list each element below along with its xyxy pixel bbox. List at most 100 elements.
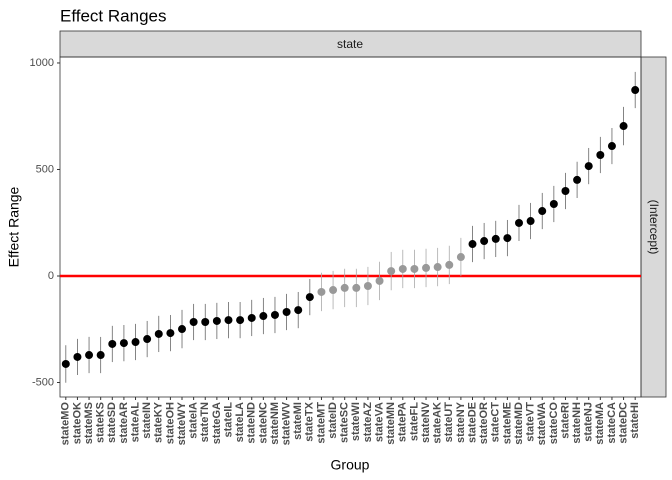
x-tick-label: stateCA [606, 402, 618, 444]
x-tick-label: stateCO [548, 402, 560, 445]
x-tick-label: stateNM [269, 402, 281, 445]
facet-strip-top [59, 30, 642, 58]
point [294, 306, 303, 315]
point [607, 142, 616, 151]
point [201, 318, 210, 327]
x-axis-title: Group [331, 457, 370, 473]
point [224, 316, 233, 325]
y-tick-label: -500 [32, 376, 54, 388]
point [619, 122, 628, 131]
panel-border [59, 56, 642, 398]
x-tick-label: stateKY [153, 401, 165, 443]
x-tick-label: stateWV [280, 401, 292, 445]
x-tick-label: stateNY [455, 401, 467, 443]
point [573, 175, 582, 184]
point [108, 339, 117, 348]
facet-strip-right [640, 56, 667, 398]
x-tick-label: stateAR [118, 402, 130, 444]
point [340, 283, 349, 292]
point [387, 267, 396, 276]
point [96, 351, 105, 360]
x-tick-label: stateMT [315, 402, 327, 444]
point [154, 329, 163, 338]
x-tick-label: stateMO [60, 402, 72, 446]
point [596, 150, 605, 159]
x-tick-label: stateIA [188, 402, 200, 439]
point [549, 199, 558, 208]
point [119, 339, 128, 348]
point [270, 310, 279, 319]
x-tick-label: stateTN [199, 402, 211, 442]
point [631, 86, 640, 95]
y-tick-label: 500 [36, 163, 54, 175]
point [189, 318, 198, 327]
point [259, 312, 268, 321]
y-tick-label: 0 [48, 270, 54, 282]
x-tick-label: stateHI [629, 402, 641, 439]
point [445, 260, 454, 269]
x-tick-label: stateNV [420, 401, 432, 443]
y-tick-label: 1000 [30, 57, 54, 69]
point [247, 313, 256, 322]
point [514, 218, 523, 227]
x-tick-label: stateDE [466, 402, 478, 443]
point [491, 234, 500, 243]
point [398, 264, 407, 273]
point [352, 283, 361, 292]
point [61, 359, 70, 368]
x-tick-label: stateNH [571, 402, 583, 444]
point [212, 316, 221, 325]
x-tick-label: stateIN [141, 402, 153, 439]
point [85, 351, 94, 360]
x-tick-label: stateAL [129, 402, 141, 443]
point [236, 316, 245, 325]
x-tick-label: stateAZ [362, 402, 374, 443]
x-tick-label: stateOH [164, 402, 176, 444]
point [422, 263, 431, 272]
point [526, 217, 535, 226]
x-tick-label: stateDC [617, 402, 629, 444]
x-tick-label: stateOR [478, 402, 490, 444]
point [480, 237, 489, 246]
x-tick-label: stateTX [304, 401, 316, 441]
chart-title: Effect Ranges [60, 6, 166, 25]
point [456, 253, 465, 262]
x-tick-label: stateUT [443, 402, 455, 443]
x-tick-label: stateWY [176, 401, 188, 445]
x-tick-label: stateFL [408, 402, 420, 441]
point [410, 264, 419, 273]
point [561, 186, 570, 195]
x-tick-label: stateIL [222, 402, 234, 438]
point [468, 240, 477, 249]
y-axis-title: Effect Range [6, 186, 22, 267]
point [178, 325, 187, 334]
facet-label-right: (Intercept) [647, 200, 661, 255]
x-tick-label: statePA [397, 402, 409, 442]
point [329, 286, 338, 295]
x-tick-label: stateID [327, 402, 339, 439]
x-tick-label: stateKS [95, 402, 107, 443]
x-tick-label: stateWI [350, 402, 362, 441]
x-tick-label: stateNC [257, 402, 269, 444]
point [131, 338, 140, 347]
facet-label-top: state [337, 37, 363, 51]
x-tick-label: stateLA [234, 402, 246, 442]
x-tick-label: stateME [501, 402, 513, 444]
x-tick-label: stateRI [559, 402, 571, 439]
x-tick-label: stateSC [339, 402, 351, 443]
x-tick-label: stateMA [594, 402, 606, 445]
point [433, 263, 442, 272]
point [143, 335, 152, 344]
point [305, 293, 314, 302]
x-tick-label: stateND [246, 402, 258, 444]
x-tick-label: stateMS [83, 402, 95, 444]
x-tick-label: stateGA [211, 402, 223, 444]
x-tick-label: stateMN [385, 402, 397, 445]
x-tick-label: stateVA [373, 402, 385, 442]
point [363, 282, 372, 291]
x-tick-label: stateSD [106, 402, 118, 443]
x-tick-label: stateMI [292, 402, 304, 440]
x-tick-label: stateCT [490, 402, 502, 443]
